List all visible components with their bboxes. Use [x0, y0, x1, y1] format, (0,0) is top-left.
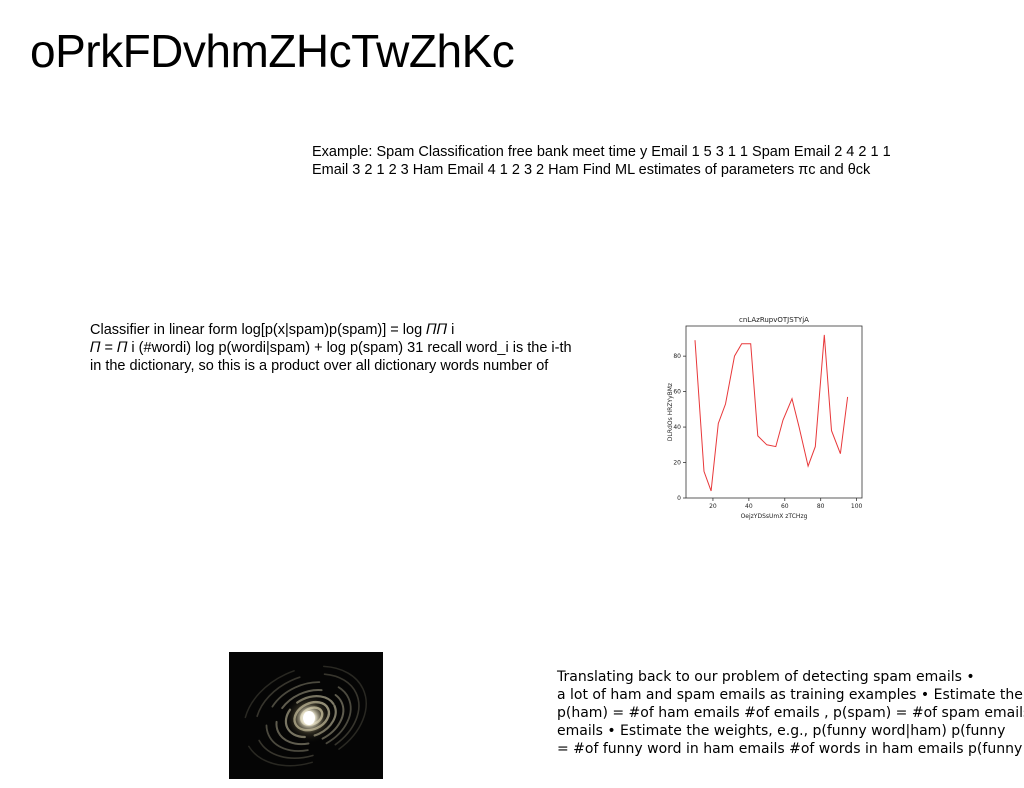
translating-paragraph: Translating back to our problem of detec… — [557, 668, 1024, 758]
chart-title: cnLAzRupvOTJSTYjA — [739, 316, 809, 324]
y-tick-label: 80 — [673, 353, 681, 360]
slide-title: oPrkFDvhmZHcTwZhKc — [30, 24, 514, 78]
example-line: Email 3 2 1 2 3 Ham Email 4 1 2 3 2 Ham … — [312, 161, 891, 179]
translating-line: a lot of ham and spam emails as training… — [557, 686, 1024, 704]
translating-line: emails • Estimate the weights, e.g., p(f… — [557, 722, 1024, 740]
y-tick-label: 60 — [673, 389, 681, 396]
example-paragraph: Example: Spam Classification free bank m… — [312, 143, 891, 179]
plot-frame — [686, 326, 862, 498]
x-tick-label: 40 — [745, 503, 753, 510]
translating-line: Translating back to our problem of detec… — [557, 668, 1024, 686]
classifier-paragraph: Classifier in linear form log[p(x|spam)p… — [90, 321, 620, 375]
translating-line: = #of funny word in ham emails #of words… — [557, 740, 1024, 758]
spiral-photo-image — [229, 652, 383, 779]
series-line — [695, 335, 848, 491]
translating-line: p(ham) = #of ham emails #of emails , p(s… — [557, 704, 1024, 722]
x-tick-label: 20 — [709, 503, 717, 510]
y-tick-label: 0 — [677, 495, 681, 502]
y-tick-label: 20 — [673, 460, 681, 467]
classifier-line: 𝛱 = 𝛱 i (#wordi) log p(wordi|spam) + log… — [90, 339, 620, 357]
classifier-line: in the dictionary, so this is a product … — [90, 357, 620, 375]
classifier-line: Classifier in linear form log[p(x|spam)p… — [90, 321, 620, 339]
y-tick-label: 40 — [673, 424, 681, 431]
x-tick-label: 80 — [817, 503, 825, 510]
example-line: Example: Spam Classification free bank m… — [312, 143, 891, 161]
x-tick-label: 60 — [781, 503, 789, 510]
x-axis-label: OejzYDSsUmX zTCHzg — [741, 513, 808, 520]
x-tick-label: 100 — [851, 503, 863, 510]
